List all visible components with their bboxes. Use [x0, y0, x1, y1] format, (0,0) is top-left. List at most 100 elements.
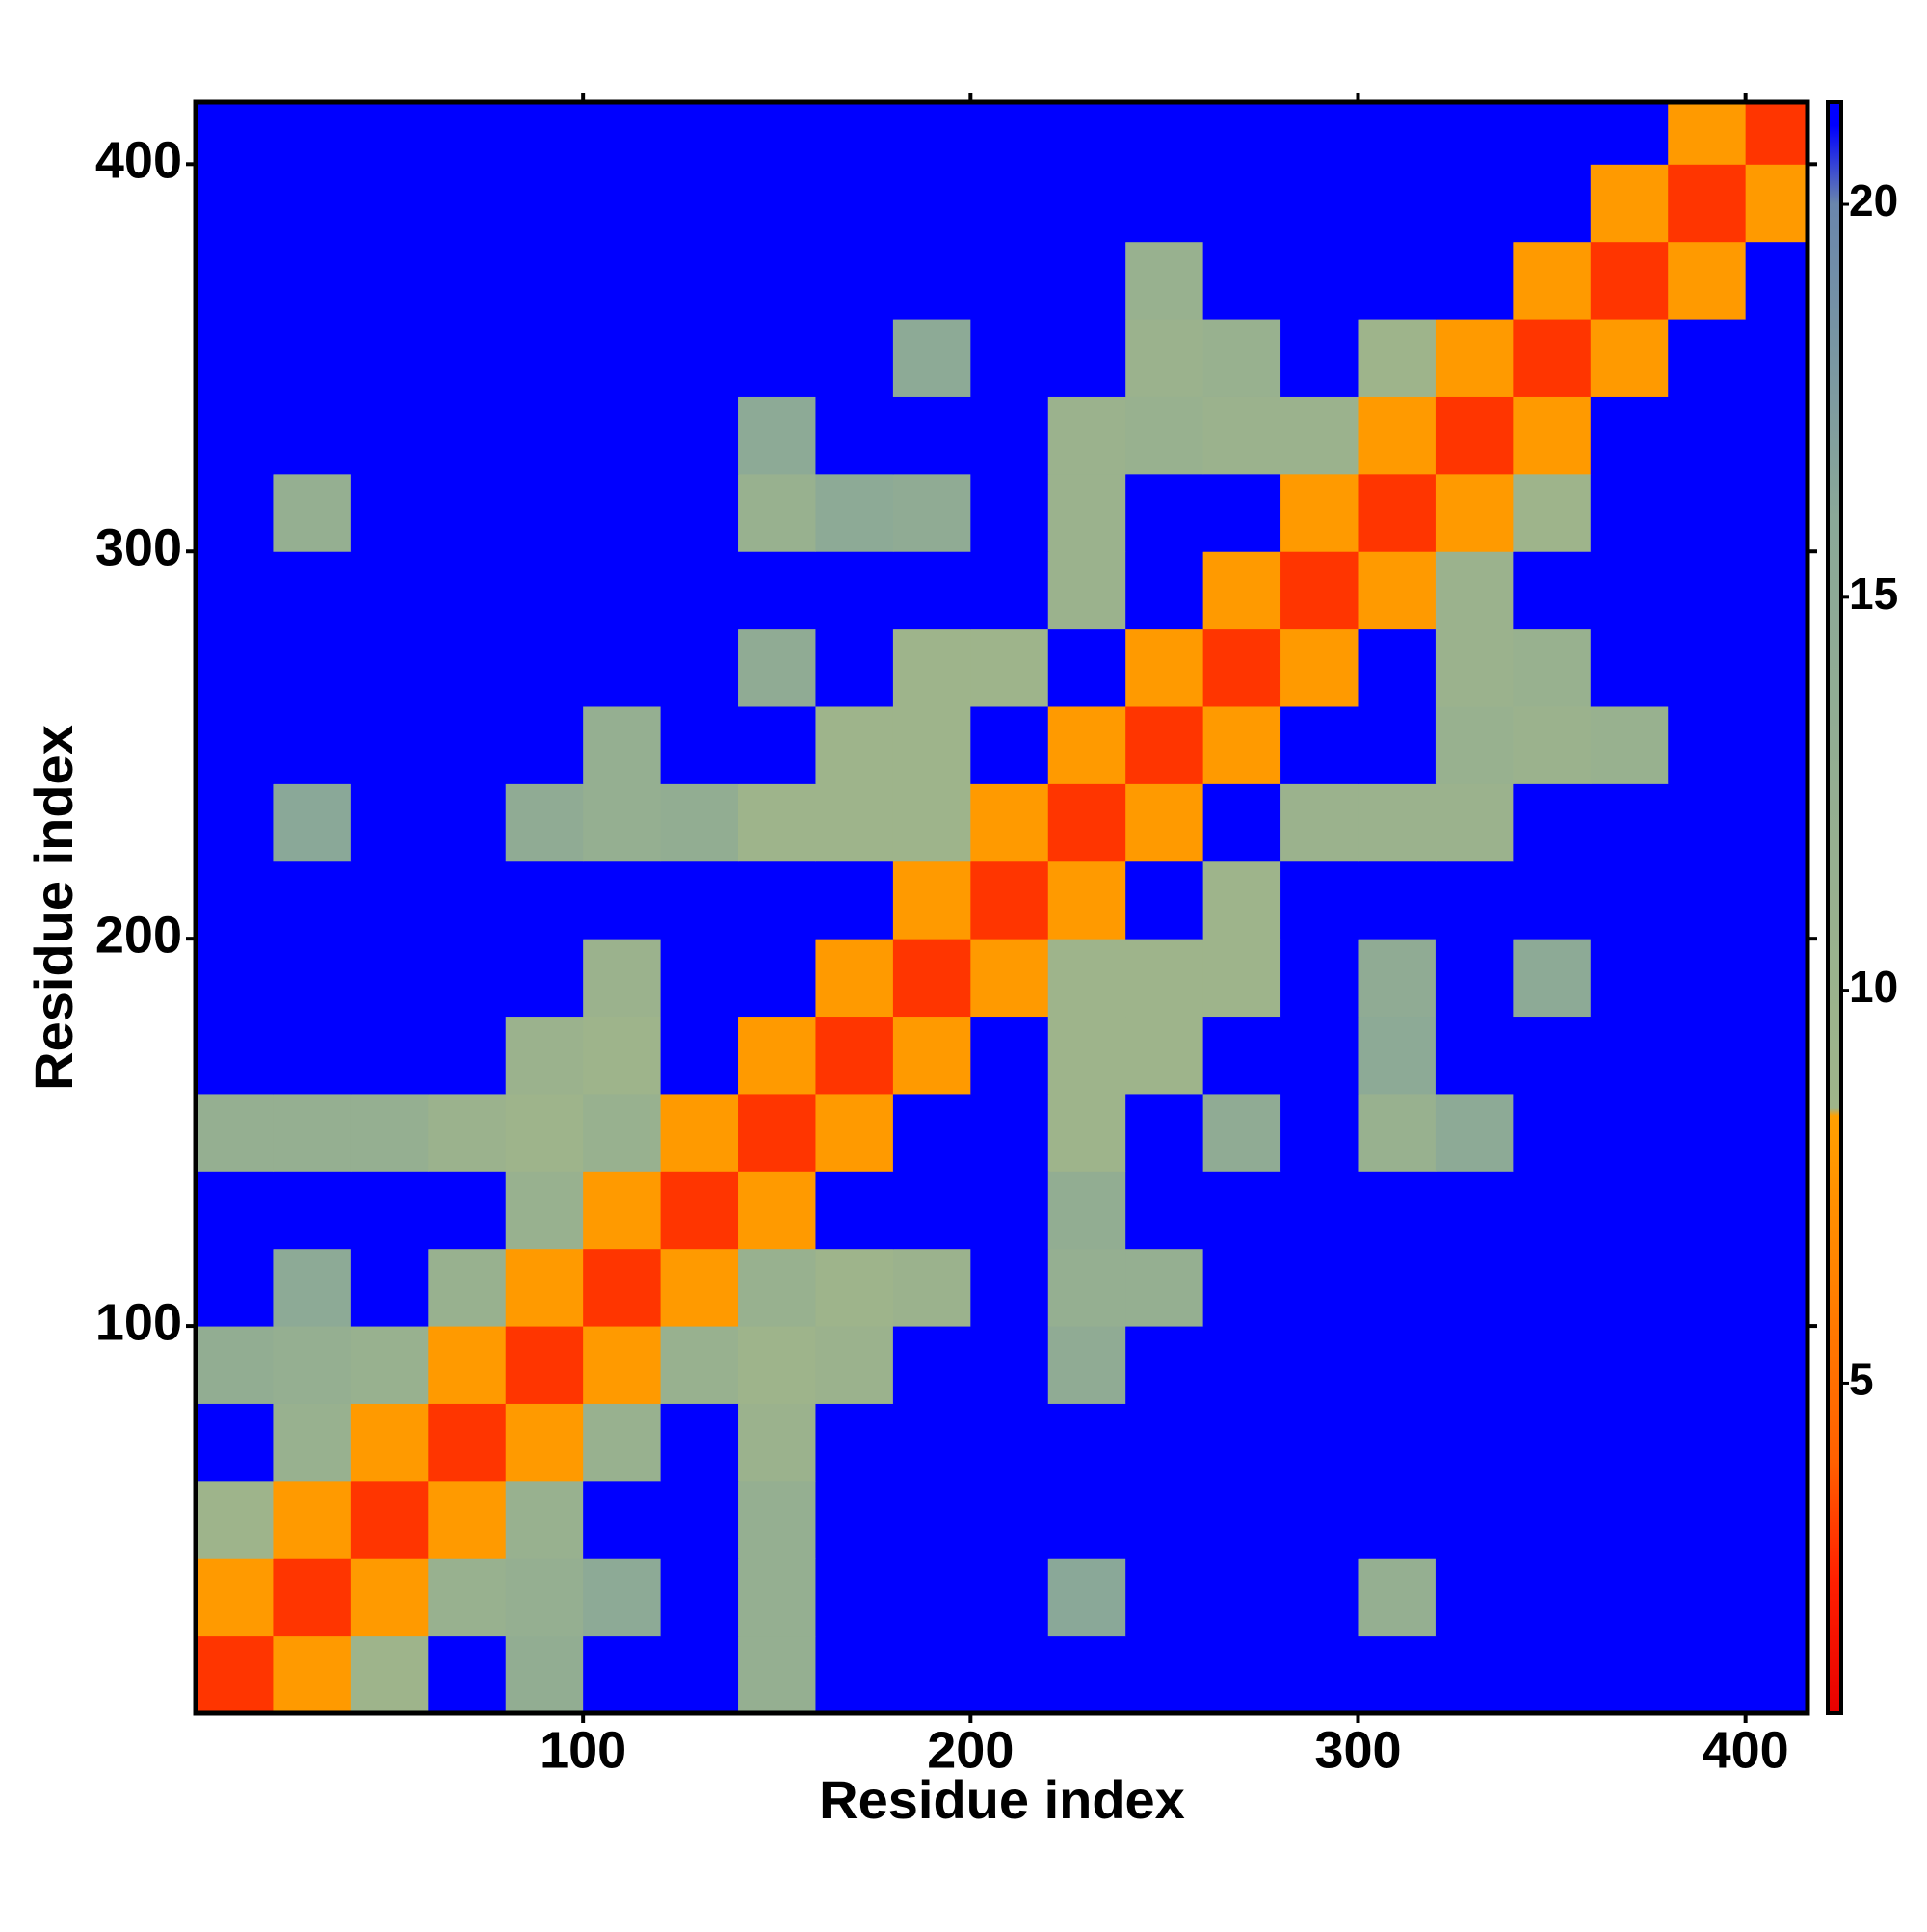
heatmap-cell: [1435, 1171, 1514, 1250]
heatmap-cell: [1358, 1480, 1437, 1559]
heatmap-cell: [1745, 473, 1808, 552]
heatmap-cell: [815, 164, 894, 243]
heatmap-cell: [1590, 1171, 1669, 1250]
heatmap-cell: [1513, 1480, 1592, 1559]
heatmap-cell: [660, 1093, 739, 1172]
heatmap-cell: [1280, 706, 1359, 784]
heatmap-cell: [1513, 473, 1592, 552]
heatmap-cell: [1590, 1326, 1669, 1404]
heatmap-cell: [660, 1016, 739, 1095]
heatmap-cell: [1668, 1171, 1747, 1250]
heatmap-cell: [1202, 783, 1281, 862]
heatmap-cell: [583, 1248, 662, 1327]
heatmap-cell: [1202, 1480, 1281, 1559]
heatmap-cell: [505, 102, 584, 165]
heatmap-cell: [583, 1093, 662, 1172]
heatmap-cell: [970, 860, 1049, 940]
heatmap-cell: [815, 1016, 894, 1095]
heatmap-cell: [1590, 1016, 1669, 1095]
heatmap-cell: [1435, 1016, 1514, 1095]
heatmap-cell: [350, 860, 429, 940]
heatmap-cell: [815, 1558, 894, 1637]
heatmap-cell: [1668, 164, 1747, 243]
heatmap-cell: [273, 1171, 352, 1250]
heatmap-cell: [1435, 1635, 1514, 1713]
heatmap-cell: [583, 1558, 662, 1637]
heatmap-cell: [738, 1016, 816, 1095]
heatmap-cell: [196, 473, 274, 552]
heatmap-cell: [1513, 102, 1592, 165]
heatmap-cell: [1358, 1248, 1437, 1327]
heatmap-cell: [1047, 1171, 1126, 1250]
heatmap-cell: [738, 102, 816, 165]
heatmap-cell: [1668, 1480, 1747, 1559]
heatmap-cell: [1668, 939, 1747, 1018]
heatmap: [196, 102, 1808, 1713]
heatmap-cell: [1125, 1248, 1204, 1327]
heatmap-cell: [1125, 1480, 1204, 1559]
heatmap-cell: [892, 102, 971, 165]
heatmap-cell: [1280, 102, 1359, 165]
heatmap-cell: [738, 783, 816, 862]
heatmap-cell: [660, 939, 739, 1018]
heatmap-cell: [1513, 396, 1592, 475]
heatmap-cell: [350, 102, 429, 165]
heatmap-cell: [1358, 473, 1437, 552]
heatmap-cell: [505, 396, 584, 475]
heatmap-cell: [1202, 1248, 1281, 1327]
heatmap-cell: [892, 628, 971, 707]
heatmap-cell: [815, 1248, 894, 1327]
colorbar: [1826, 100, 1843, 1715]
heatmap-cell: [350, 1403, 429, 1482]
heatmap-cell: [583, 1016, 662, 1095]
heatmap-cell: [970, 396, 1049, 475]
heatmap-cell: [1280, 551, 1359, 630]
heatmap-cell: [583, 1635, 662, 1713]
heatmap-cell: [350, 939, 429, 1018]
heatmap-cell: [428, 102, 507, 165]
heatmap-cell: [815, 1480, 894, 1559]
heatmap-cell: [273, 939, 352, 1018]
heatmap-cell: [1358, 551, 1437, 630]
heatmap-cell: [660, 1171, 739, 1250]
heatmap-cell: [1202, 241, 1281, 320]
heatmap-cell: [1745, 939, 1808, 1018]
heatmap-cell: [738, 1248, 816, 1327]
heatmap-cell: [273, 783, 352, 862]
heatmap-cell: [660, 473, 739, 552]
heatmap-cell: [1358, 319, 1437, 397]
heatmap-cell: [273, 1635, 352, 1713]
heatmap-cell: [428, 164, 507, 243]
heatmap-cell: [1668, 396, 1747, 475]
heatmap-cell: [970, 706, 1049, 784]
heatmap-cell: [1513, 1326, 1592, 1404]
heatmap-cell: [1125, 1403, 1204, 1482]
heatmap-cell: [892, 1326, 971, 1404]
heatmap-cell: [196, 1093, 274, 1172]
heatmap-cell: [583, 1171, 662, 1250]
heatmap-cell: [1358, 939, 1437, 1018]
heatmap-cell: [273, 473, 352, 552]
heatmap-cell: [583, 783, 662, 862]
heatmap-cell: [273, 551, 352, 630]
heatmap-cell: [1047, 102, 1126, 165]
heatmap-cell: [505, 1093, 584, 1172]
heatmap-cell: [1358, 164, 1437, 243]
heatmap-cell: [1435, 860, 1514, 940]
heatmap-cell: [738, 1093, 816, 1172]
heatmap-cell: [1125, 628, 1204, 707]
heatmap-cell: [1745, 1248, 1808, 1327]
heatmap-cell: [738, 1171, 816, 1250]
heatmap-cell: [815, 706, 894, 784]
heatmap-cell: [428, 628, 507, 707]
heatmap-cell: [1435, 1326, 1514, 1404]
heatmap-cell: [350, 396, 429, 475]
heatmap-cell: [1513, 1403, 1592, 1482]
heatmap-cell: [196, 1248, 274, 1327]
heatmap-cell: [815, 319, 894, 397]
heatmap-cell: [583, 1326, 662, 1404]
heatmap-cell: [1435, 241, 1514, 320]
heatmap-cell: [815, 241, 894, 320]
heatmap-cell: [1125, 164, 1204, 243]
heatmap-cell: [196, 319, 274, 397]
